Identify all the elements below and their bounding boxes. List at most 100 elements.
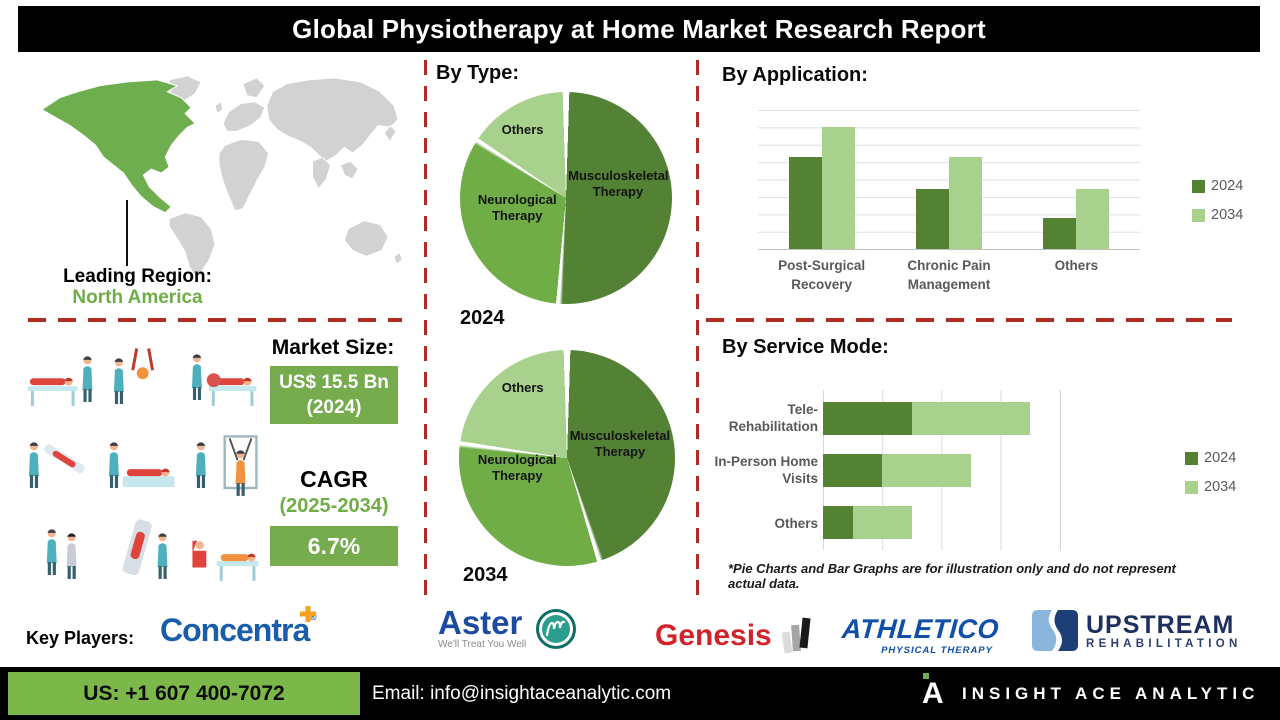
physio-illustration <box>22 338 101 422</box>
brand-name: INSIGHT ACE ANALYTIC <box>962 683 1260 703</box>
pie-slice-label: Musculoskeletal Therapy <box>568 168 669 200</box>
concentra-wordmark: Concentra® <box>160 606 317 649</box>
physio-illustration <box>185 511 264 595</box>
pie-slice-label: Neurological Therapy <box>477 451 557 483</box>
segment-2024 <box>823 506 853 539</box>
segment-2034 <box>911 402 1031 435</box>
service-mode-category-label: In-Person Home Visits <box>714 454 818 486</box>
bar-2024 <box>788 156 822 249</box>
map-australia <box>343 220 389 257</box>
upstream-logo: UPSTREAM REHABILITATION <box>1032 610 1242 652</box>
aster-tagline: We'll Treat You Well <box>438 639 527 650</box>
legend-item-2034: 2034 <box>1185 479 1236 495</box>
map-new-zealand <box>393 251 403 266</box>
legend-label: 2034 <box>1211 207 1244 223</box>
footer-phone: US: +1 607 400-7072 <box>8 672 360 715</box>
bar-2034 <box>948 156 982 249</box>
service-mode-bar <box>823 454 971 487</box>
athletico-logo: ATHLETICO PHYSICAL THERAPY <box>840 614 1001 656</box>
concentra-plus-icon <box>300 606 316 622</box>
concentra-logo: Concentra® <box>160 606 317 649</box>
divider-left <box>28 318 402 322</box>
leading-region-block: Leading Region: North America <box>30 266 245 308</box>
segment-2024 <box>823 402 912 435</box>
application-x-labels: Post-Surgical Recovery Chronic Pain Managem… <box>758 256 1140 294</box>
application-bar-group <box>758 127 885 249</box>
footer-bar: US: +1 607 400-7072 Email: info@insighta… <box>0 667 1280 720</box>
by-service-mode-heading: By Service Mode: <box>722 336 889 358</box>
map-africa <box>218 138 270 212</box>
physio-illustration <box>22 511 101 595</box>
application-bars <box>758 110 1140 249</box>
upstream-emblem-icon <box>1032 610 1078 651</box>
by-application-heading: By Application: <box>722 64 868 86</box>
bar-2034 <box>821 127 855 249</box>
cagr-value: 6.7% <box>307 532 361 559</box>
application-bar-group <box>1013 188 1140 249</box>
map-europe <box>222 101 266 132</box>
segment-2024 <box>823 454 883 487</box>
athletico-wordmark: ATHLETICO <box>840 614 1001 644</box>
divider-right <box>706 318 1232 322</box>
application-bar-group <box>885 156 1012 249</box>
footer-brand: A INSIGHT ACE ANALYTIC <box>922 667 1259 720</box>
map-asia <box>266 77 399 162</box>
pie-slice-label: Others <box>501 121 544 137</box>
application-category-label: Chronic Pain Management <box>907 258 991 292</box>
bar-2024 <box>1043 218 1077 249</box>
divider-mid-right <box>696 60 699 595</box>
physio-illustration <box>103 424 182 508</box>
pie-chart-2024: Musculoskeletal Therapy Neurological Ther… <box>460 92 672 304</box>
insight-ace-logo-icon: A <box>922 672 948 711</box>
map-north-america-highlight <box>40 79 196 214</box>
map-se-asia <box>339 160 359 180</box>
key-players-label: Key Players: <box>26 628 135 648</box>
by-type-heading: By Type: <box>436 62 519 84</box>
pie-slice-label: Neurological Therapy <box>477 191 557 223</box>
physio-illustration <box>185 338 264 422</box>
athletico-subtext: PHYSICAL THERAPY <box>881 645 993 656</box>
leading-region-value: North America <box>72 287 203 308</box>
market-size-value-box: US$ 15.5 Bn (2024) <box>270 366 398 424</box>
bar-2024 <box>915 188 949 249</box>
upstream-subtext: REHABILITATION <box>1086 638 1242 650</box>
pie-slice-label: Others <box>501 380 544 396</box>
report-title: Global Physiotherapy at Home Market Rese… <box>18 6 1260 52</box>
genesis-logo: Genesis <box>655 616 814 656</box>
leading-region-label: Leading Region: <box>63 266 212 287</box>
world-map <box>40 75 403 277</box>
map-south-america <box>168 212 216 277</box>
concentra-reg-mark: ® <box>309 612 316 623</box>
genesis-bars-icon <box>781 617 811 654</box>
legend-label: 2024 <box>1211 178 1244 194</box>
region-pointer-line <box>126 200 128 266</box>
genesis-wordmark: Genesis <box>655 619 772 652</box>
legend-swatch-icon <box>1185 451 1198 465</box>
footer-email: Email: info@insightaceanalytic.com <box>372 682 672 704</box>
aster-logo: Aster We'll Treat You Well <box>438 606 577 650</box>
map-scandinavia <box>242 77 266 99</box>
cagr-label: CAGR <box>300 466 368 492</box>
aster-emblem-icon <box>536 609 577 649</box>
service-mode-category-label: Tele- Rehabilitation <box>728 402 818 434</box>
brand-dot-icon <box>923 672 929 679</box>
pie-year-2024: 2024 <box>460 307 505 329</box>
legend-swatch-icon <box>1192 179 1205 193</box>
legend-item-2034: 2034 <box>1192 207 1243 223</box>
legend-item-2024: 2024 <box>1192 178 1243 194</box>
pie-slice-label: Musculoskeletal Therapy <box>569 427 671 459</box>
legend-item-2024: 2024 <box>1185 450 1236 466</box>
application-category-label: Post-Surgical Recovery <box>778 258 866 292</box>
application-legend: 2024 2034 <box>1192 178 1243 223</box>
physio-illustration <box>185 424 264 508</box>
physiotherapy-illustrations <box>22 338 264 590</box>
segment-2034 <box>882 454 971 487</box>
pie-year-2034: 2034 <box>463 564 508 586</box>
map-uk <box>214 100 224 115</box>
physio-illustration <box>103 511 182 595</box>
service-mode-bar <box>823 506 912 539</box>
application-category-label: Others <box>1054 258 1099 273</box>
service-mode-bar-chart <box>823 390 1061 550</box>
legend-swatch-icon <box>1185 480 1198 494</box>
concentra-name: Concentra <box>160 612 310 648</box>
